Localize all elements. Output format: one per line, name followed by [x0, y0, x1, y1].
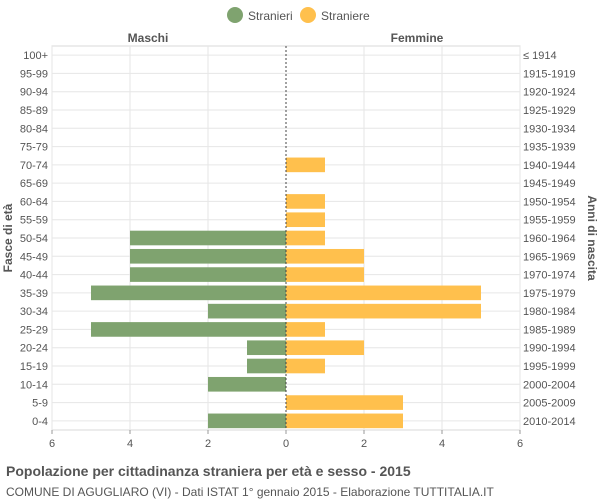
- age-group-label: 40-44: [20, 270, 48, 282]
- age-group-label: 15-19: [20, 361, 48, 373]
- legend-label: Straniere: [321, 9, 370, 23]
- age-group-label: 70-74: [20, 160, 48, 172]
- legend-marker: [300, 7, 316, 23]
- bar-male: [91, 285, 286, 301]
- bar-male: [208, 376, 286, 392]
- birth-years-label: 1940-1944: [523, 160, 576, 172]
- age-group-label: 35-39: [20, 288, 48, 300]
- x-tick-label: 2: [361, 438, 367, 450]
- birth-years-label: 1970-1974: [523, 270, 576, 282]
- x-tick-label: 2: [205, 438, 211, 450]
- x-tick-label: 4: [127, 438, 133, 450]
- bar-female: [286, 157, 325, 173]
- x-tick-label: 6: [49, 438, 55, 450]
- birth-years-label: 1950-1954: [523, 196, 576, 208]
- birth-years-label: 1995-1999: [523, 361, 576, 373]
- birth-years-label: 1985-1989: [523, 324, 576, 336]
- bar-female: [286, 212, 325, 228]
- age-group-label: 65-69: [20, 178, 48, 190]
- bar-female: [286, 285, 481, 301]
- age-group-label: 60-64: [20, 196, 48, 208]
- x-tick-label: 0: [283, 438, 289, 450]
- birth-years-label: 2010-2014: [523, 416, 576, 428]
- males-side-label: Maschi: [128, 31, 169, 45]
- bar-female: [286, 230, 325, 246]
- bar-male: [247, 358, 286, 374]
- age-group-label: 55-59: [20, 215, 48, 227]
- bar-female: [286, 267, 364, 282]
- x-tick-label: 4: [439, 438, 445, 450]
- bar-male: [247, 340, 286, 356]
- x-tick-label: 6: [517, 438, 523, 450]
- chart-subtitle: COMUNE DI AGUGLIARO (VI) - Dati ISTAT 1°…: [6, 485, 494, 499]
- bar-female: [286, 340, 364, 356]
- age-group-label: 20-24: [20, 343, 48, 355]
- legend-label: Stranieri: [248, 9, 293, 23]
- bar-female: [286, 395, 403, 410]
- bar-male: [208, 413, 286, 429]
- bar-female: [286, 303, 481, 319]
- birth-years-label: 1980-1984: [523, 306, 576, 318]
- legend-marker: [227, 7, 243, 23]
- bar-female: [286, 322, 325, 337]
- birth-years-label: 1935-1939: [523, 142, 576, 154]
- bar-male: [208, 303, 286, 319]
- bar-female: [286, 413, 403, 429]
- age-group-label: 95-99: [20, 68, 48, 80]
- birth-years-label: 1990-1994: [523, 343, 576, 355]
- age-group-label: 10-14: [20, 379, 48, 391]
- chart-svg: 6 4 2 0 2 4 6 100+ ≤ 1914 95-99 1915-1919 90-94 1920…: [1, 7, 599, 450]
- bar-male: [130, 248, 286, 264]
- bar-female: [286, 248, 364, 264]
- females-side-label: Femmine: [391, 31, 444, 45]
- y-axis-title-right: Anni di nascita: [585, 195, 599, 281]
- birth-years-label: 2000-2004: [523, 379, 576, 391]
- bar-male: [91, 322, 286, 337]
- age-group-label: 5-9: [32, 398, 48, 410]
- bar-male: [130, 230, 286, 246]
- birth-years-label: 1960-1964: [523, 233, 576, 245]
- birth-years-label: 1965-1969: [523, 251, 576, 263]
- bar-female: [286, 358, 325, 374]
- age-group-label: 0-4: [32, 416, 48, 428]
- birth-years-label: 1945-1949: [523, 178, 576, 190]
- age-group-label: 45-49: [20, 251, 48, 263]
- bar-male: [130, 267, 286, 282]
- chart-title: Popolazione per cittadinanza straniera p…: [6, 463, 411, 479]
- birth-years-label: 1975-1979: [523, 288, 576, 300]
- birth-years-label: ≤ 1914: [523, 50, 557, 62]
- birth-years-label: 2005-2009: [523, 398, 576, 410]
- age-group-label: 75-79: [20, 142, 48, 154]
- age-group-label: 80-84: [20, 123, 48, 135]
- birth-years-label: 1925-1929: [523, 105, 576, 117]
- birth-years-label: 1930-1934: [523, 123, 576, 135]
- age-group-label: 85-89: [20, 105, 48, 117]
- birth-years-label: 1915-1919: [523, 68, 576, 80]
- age-group-label: 100+: [23, 50, 48, 62]
- birth-years-label: 1955-1959: [523, 215, 576, 227]
- age-group-label: 50-54: [20, 233, 48, 245]
- bar-female: [286, 194, 325, 209]
- age-group-label: 25-29: [20, 324, 48, 336]
- age-group-label: 30-34: [20, 306, 48, 318]
- y-axis-title-left: Fasce di età: [1, 203, 15, 272]
- age-group-label: 90-94: [20, 87, 48, 99]
- birth-years-label: 1920-1924: [523, 87, 576, 99]
